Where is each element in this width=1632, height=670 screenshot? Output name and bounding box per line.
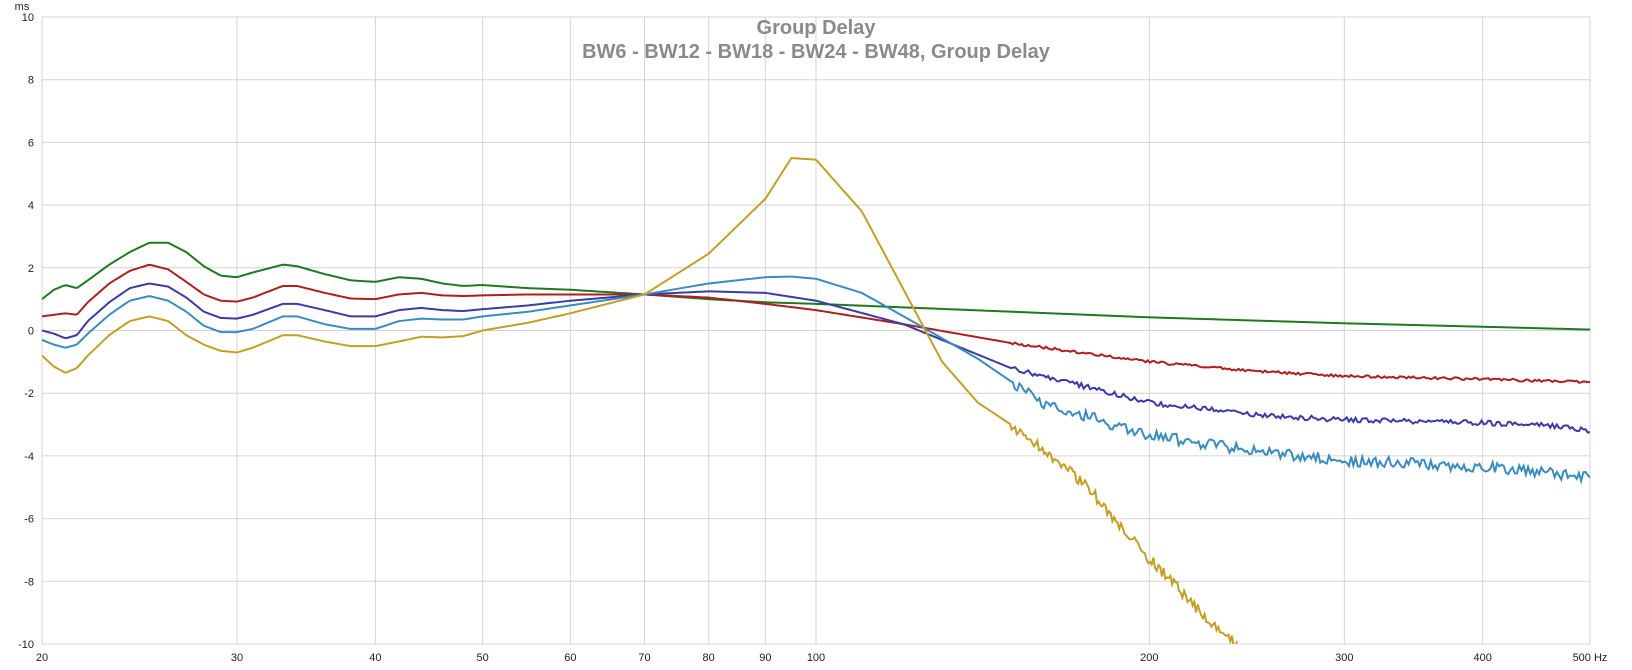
x-tick-label: 100 (807, 652, 825, 664)
y-tick-label: 0 (28, 326, 34, 338)
y-tick-label: 6 (28, 137, 34, 149)
series-layer (42, 157, 1590, 644)
axis-layer: 20 30 40 50 60 70 80 90 100 200 300 400 500 Hz-10-8-… (18, 12, 1607, 664)
y-tick-label: -8 (24, 576, 34, 588)
x-tick-label: 70 (638, 652, 650, 664)
chart-title: Group Delay (757, 17, 877, 39)
chart-subtitle: BW6 - BW12 - BW18 - BW24 - BW48, Group D… (582, 41, 1051, 63)
y-tick-label: -6 (24, 514, 34, 526)
x-tick-label: 500 Hz (1573, 652, 1608, 664)
series-line (42, 263, 1590, 384)
series-line (42, 157, 1238, 644)
x-tick-label: 90 (759, 652, 771, 664)
y-tick-label: 2 (28, 263, 34, 275)
y-tick-label: -10 (18, 639, 34, 651)
x-tick-label: 400 (1474, 652, 1492, 664)
series-line (42, 275, 1590, 485)
series-line (42, 282, 1590, 434)
y-tick-label: 8 (28, 75, 34, 87)
y-axis-unit-label: ms (15, 1, 30, 13)
y-tick-label: 10 (22, 12, 34, 24)
y-tick-label: 4 (28, 200, 34, 212)
series-line (42, 241, 1590, 331)
x-tick-label: 30 (231, 652, 243, 664)
x-tick-label: 80 (703, 652, 715, 664)
y-tick-label: -2 (24, 388, 34, 400)
grid-layer (41, 16, 1591, 645)
y-tick-label: -4 (24, 451, 34, 463)
x-tick-label: 60 (564, 652, 576, 664)
x-tick-label: 20 (36, 652, 48, 664)
x-tick-label: 200 (1140, 652, 1158, 664)
x-tick-label: 300 (1335, 652, 1353, 664)
x-tick-label: 50 (477, 652, 489, 664)
x-tick-label: 40 (369, 652, 381, 664)
